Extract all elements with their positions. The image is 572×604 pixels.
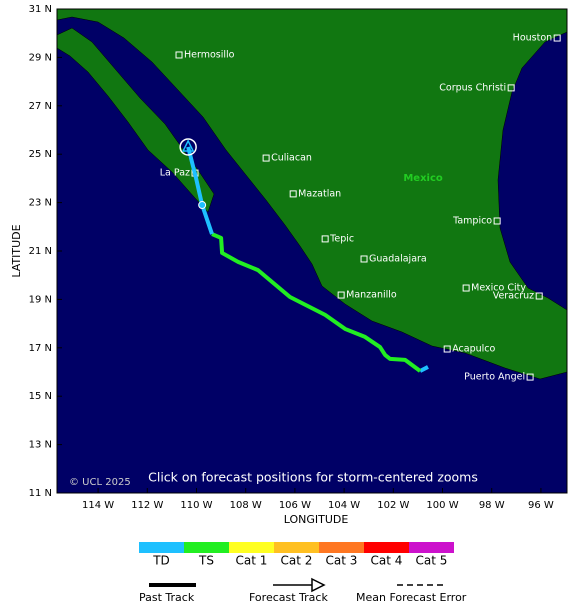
y-tick-label: 11 N bbox=[29, 488, 52, 499]
legend-label: Cat 1 bbox=[236, 554, 268, 568]
x-tick-label: 100 W bbox=[426, 500, 458, 511]
track-position bbox=[198, 201, 207, 210]
mainland bbox=[56, 8, 568, 380]
x-tick-label: 96 W bbox=[528, 500, 554, 511]
city-label: Acapulco bbox=[452, 344, 495, 355]
baja-peninsula bbox=[56, 27, 215, 213]
city-marker bbox=[443, 345, 451, 353]
city-marker bbox=[553, 34, 561, 42]
city-label: Guadalajara bbox=[369, 253, 427, 264]
y-tick-label: 23 N bbox=[29, 198, 52, 209]
city-marker bbox=[360, 255, 368, 263]
legend-swatch bbox=[319, 542, 364, 553]
city-label: Veracruz bbox=[493, 291, 534, 302]
legend-line-label: Past Track bbox=[139, 591, 195, 604]
city-label: Culiacan bbox=[271, 153, 312, 164]
x-tick-label: 112 W bbox=[131, 500, 163, 511]
legend-line-label: Forecast Track bbox=[249, 591, 328, 604]
legend-label: TD bbox=[152, 554, 170, 568]
legend-swatch bbox=[274, 542, 319, 553]
city-label: Tampico bbox=[452, 215, 492, 226]
y-tick-label: 17 N bbox=[29, 343, 52, 354]
city-marker bbox=[321, 235, 329, 243]
y-tick-label: 19 N bbox=[29, 294, 52, 305]
legend-swatch bbox=[229, 542, 274, 553]
legend-swatch bbox=[364, 542, 409, 553]
legend-label: Cat 5 bbox=[416, 554, 448, 568]
city-label: Manzanillo bbox=[346, 290, 397, 301]
city-marker bbox=[526, 373, 534, 381]
city-marker bbox=[175, 51, 183, 59]
city-marker bbox=[493, 217, 501, 225]
x-tick-label: 106 W bbox=[279, 500, 311, 511]
legend-label: Cat 2 bbox=[281, 554, 313, 568]
legend-swatch bbox=[184, 542, 229, 553]
city-label: La Paz bbox=[160, 168, 190, 179]
legend-swatch bbox=[409, 542, 454, 553]
y-axis-title: LATITUDE bbox=[10, 224, 23, 277]
zoom-note: Click on forecast positions for storm-ce… bbox=[148, 470, 478, 485]
city-label: Puerto Angel bbox=[464, 372, 525, 383]
city-marker bbox=[535, 292, 543, 300]
x-axis-title: LONGITUDE bbox=[284, 513, 349, 526]
city-marker bbox=[289, 190, 297, 198]
y-tick-label: 25 N bbox=[29, 149, 52, 160]
forecast-arrow bbox=[311, 577, 326, 593]
city-label: Hermosillo bbox=[184, 49, 235, 60]
legend-label: Cat 4 bbox=[371, 554, 403, 568]
city-label: Mexico City bbox=[471, 283, 526, 294]
region-label: Mexico bbox=[403, 173, 443, 184]
y-tick-label: 15 N bbox=[29, 391, 52, 402]
city-label: Mazatlan bbox=[298, 188, 341, 199]
x-tick-label: 104 W bbox=[328, 500, 360, 511]
city-label: Tepic bbox=[329, 233, 354, 244]
city-marker bbox=[507, 84, 515, 92]
legend-label: TS bbox=[198, 554, 214, 568]
legend-line-label: Mean Forecast Error bbox=[356, 591, 467, 604]
y-tick-label: 31 N bbox=[29, 4, 52, 15]
legend-label: Cat 3 bbox=[326, 554, 358, 568]
storm-track bbox=[419, 365, 429, 373]
storm-track bbox=[211, 232, 422, 373]
y-tick-label: 21 N bbox=[29, 246, 52, 257]
storm-track bbox=[186, 146, 214, 235]
y-tick-label: 27 N bbox=[29, 101, 52, 112]
y-tick-label: 29 N bbox=[29, 52, 52, 63]
storm-origin bbox=[179, 138, 197, 156]
x-tick-label: 110 W bbox=[180, 500, 212, 511]
legend-swatch bbox=[139, 542, 184, 553]
city-label: Corpus Christi bbox=[439, 82, 506, 93]
map-layer: Mexico Hermosillo Houston Corpus Christi Cul… bbox=[160, 33, 561, 383]
copyright: © UCL 2025 bbox=[69, 477, 131, 488]
x-tick-label: 102 W bbox=[377, 500, 409, 511]
x-tick-label: 98 W bbox=[479, 500, 505, 511]
x-tick-label: 108 W bbox=[230, 500, 262, 511]
city-marker bbox=[462, 284, 470, 292]
x-tick-label: 114 W bbox=[82, 500, 114, 511]
city-label: Houston bbox=[513, 33, 552, 44]
y-tick-label: 13 N bbox=[29, 440, 52, 451]
city-marker bbox=[337, 291, 345, 299]
storm-origin-symbol bbox=[181, 139, 195, 152]
city-marker bbox=[262, 154, 270, 162]
